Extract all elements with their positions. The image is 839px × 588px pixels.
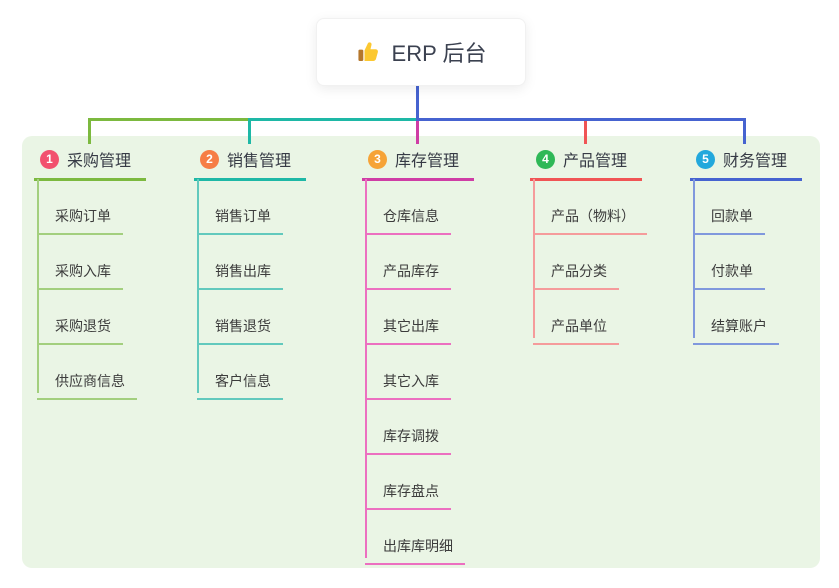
child-node[interactable]: 回款单 [693,196,765,235]
child-node[interactable]: 供应商信息 [37,361,137,400]
child-label: 其它出库 [383,318,439,334]
child-node[interactable]: 产品库存 [365,251,451,290]
branch-label: 财务管理 [723,153,788,170]
child-node[interactable]: 其它出库 [365,306,451,345]
child-label: 产品分类 [551,263,607,279]
branch-badge: 1 [40,149,59,169]
child-label: 采购入库 [55,263,111,279]
connector-drop-branch-1 [88,118,91,144]
branch-badge: 4 [536,149,555,169]
root-title: ERP 后台 [391,41,487,66]
root-node[interactable]: ERP 后台 [316,18,526,86]
child-node[interactable]: 付款单 [693,251,765,290]
branch-header-sales[interactable]: 2 销售管理 [194,147,306,181]
branch-spine [365,179,367,558]
branch-label: 库存管理 [395,153,460,170]
child-node[interactable]: 库存盘点 [365,471,451,510]
connector-root-drop [416,84,419,120]
branch-badge: 2 [200,149,219,169]
connector-drop-branch-2 [248,118,251,144]
connector-drop-branch-3 [416,121,419,144]
child-node[interactable]: 销售退货 [197,306,283,345]
connector-drop-branch-5 [743,118,746,144]
child-label: 产品库存 [383,263,439,279]
branch-header-inventory[interactable]: 3 库存管理 [362,147,474,181]
child-node[interactable]: 出库库明细 [365,526,465,565]
child-label: 其它入库 [383,373,439,389]
branch-label: 采购管理 [67,153,132,170]
child-label: 回款单 [711,208,753,224]
child-label: 销售出库 [215,263,271,279]
child-node[interactable]: 产品（物料） [533,196,647,235]
branch-badge: 5 [696,149,715,169]
child-node[interactable]: 销售订单 [197,196,283,235]
connector-rail-green [88,118,250,121]
branch-header-product[interactable]: 4 产品管理 [530,147,642,181]
child-label: 客户信息 [215,373,271,389]
child-label: 产品单位 [551,318,607,334]
thumbs-up-icon [356,39,382,65]
child-label: 销售退货 [215,318,271,334]
child-node[interactable]: 库存调拨 [365,416,451,455]
child-node[interactable]: 产品分类 [533,251,619,290]
child-label: 出库库明细 [383,538,453,554]
child-node[interactable]: 结算账户 [693,306,779,345]
child-node[interactable]: 其它入库 [365,361,451,400]
child-node[interactable]: 客户信息 [197,361,283,400]
child-label: 供应商信息 [55,373,125,389]
connector-drop-branch-4 [584,121,587,144]
branch-label: 销售管理 [227,153,292,170]
child-label: 付款单 [711,263,753,279]
background-panel [22,136,820,568]
child-label: 采购退货 [55,318,111,334]
branch-badge: 3 [368,149,387,169]
branch-header-purchase[interactable]: 1 采购管理 [34,147,146,181]
branch-spine [533,179,535,338]
child-label: 仓库信息 [383,208,439,224]
child-label: 库存盘点 [383,483,439,499]
child-label: 采购订单 [55,208,111,224]
branch-spine [197,179,199,393]
branch-label: 产品管理 [563,153,628,170]
child-node[interactable]: 仓库信息 [365,196,451,235]
connector-rail-blue [416,118,746,121]
child-node[interactable]: 销售出库 [197,251,283,290]
child-node[interactable]: 采购入库 [37,251,123,290]
connector-rail-teal [248,118,418,121]
child-label: 结算账户 [711,318,767,334]
branch-spine [37,179,39,393]
branch-header-finance[interactable]: 5 财务管理 [690,147,802,181]
child-node[interactable]: 产品单位 [533,306,619,345]
child-node[interactable]: 采购退货 [37,306,123,345]
child-label: 产品（物料） [551,208,635,224]
child-label: 销售订单 [215,208,271,224]
child-label: 库存调拨 [383,428,439,444]
branch-spine [693,179,695,338]
child-node[interactable]: 采购订单 [37,196,123,235]
